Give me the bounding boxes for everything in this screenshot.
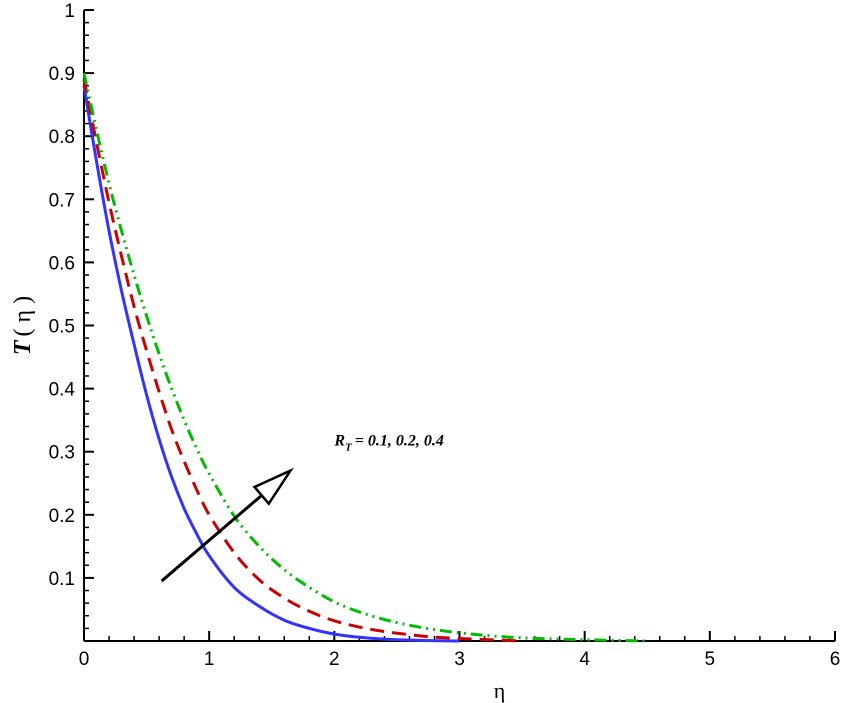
y-tick-label: 0.2 — [49, 506, 75, 527]
series-group — [82, 72, 648, 643]
y-tick-label: 1 — [64, 1, 75, 22]
y-tick-label: 0.3 — [49, 443, 75, 464]
x-tick-label: 1 — [204, 649, 215, 670]
y-axis-label: T ( η ) — [10, 296, 36, 355]
series-line-1 — [82, 85, 460, 643]
x-tick-label: 3 — [454, 649, 465, 670]
y-tick-label: 0.9 — [49, 64, 75, 85]
series-line-2 — [82, 79, 523, 643]
x-tick-label: 0 — [79, 649, 90, 670]
x-axis-label: η — [494, 678, 506, 703]
arrow-shaft — [160, 494, 263, 583]
y-tick-label: 0.1 — [49, 569, 75, 590]
series-line-3 — [82, 72, 648, 643]
x-tick-label: 6 — [830, 649, 841, 670]
y-tick-label: 0.8 — [49, 127, 75, 148]
x-tick-label: 4 — [579, 649, 590, 670]
x-ticks: 0 1 2 3 4 5 6 — [79, 631, 841, 670]
y-tick-label: 0.4 — [49, 380, 76, 401]
annotation-label-values: = 0.1, 0.2, 0.4 — [355, 432, 444, 449]
annotation: RT = 0.1, 0.2, 0.4 — [160, 432, 444, 583]
arrow-head — [252, 467, 294, 506]
annotation-label: RT = 0.1, 0.2, 0.4 — [333, 432, 444, 453]
y-ticks: 0.1 0.2 0.3 0.4 0.5 0.6 0.7 0.8 0.9 1 — [49, 1, 94, 630]
y-axis-label-arg: ( η ) — [10, 296, 36, 337]
axes — [83, 10, 835, 642]
annotation-label-sub: T — [345, 441, 353, 453]
y-axis-label-main: T — [10, 339, 36, 355]
y-tick-label: 0.7 — [49, 190, 75, 211]
x-tick-label: 5 — [705, 649, 716, 670]
y-tick-label: 0.6 — [49, 253, 75, 274]
annotation-label-main: R — [333, 432, 345, 449]
x-tick-label: 2 — [329, 649, 340, 670]
y-tick-label: 0.5 — [49, 317, 75, 338]
